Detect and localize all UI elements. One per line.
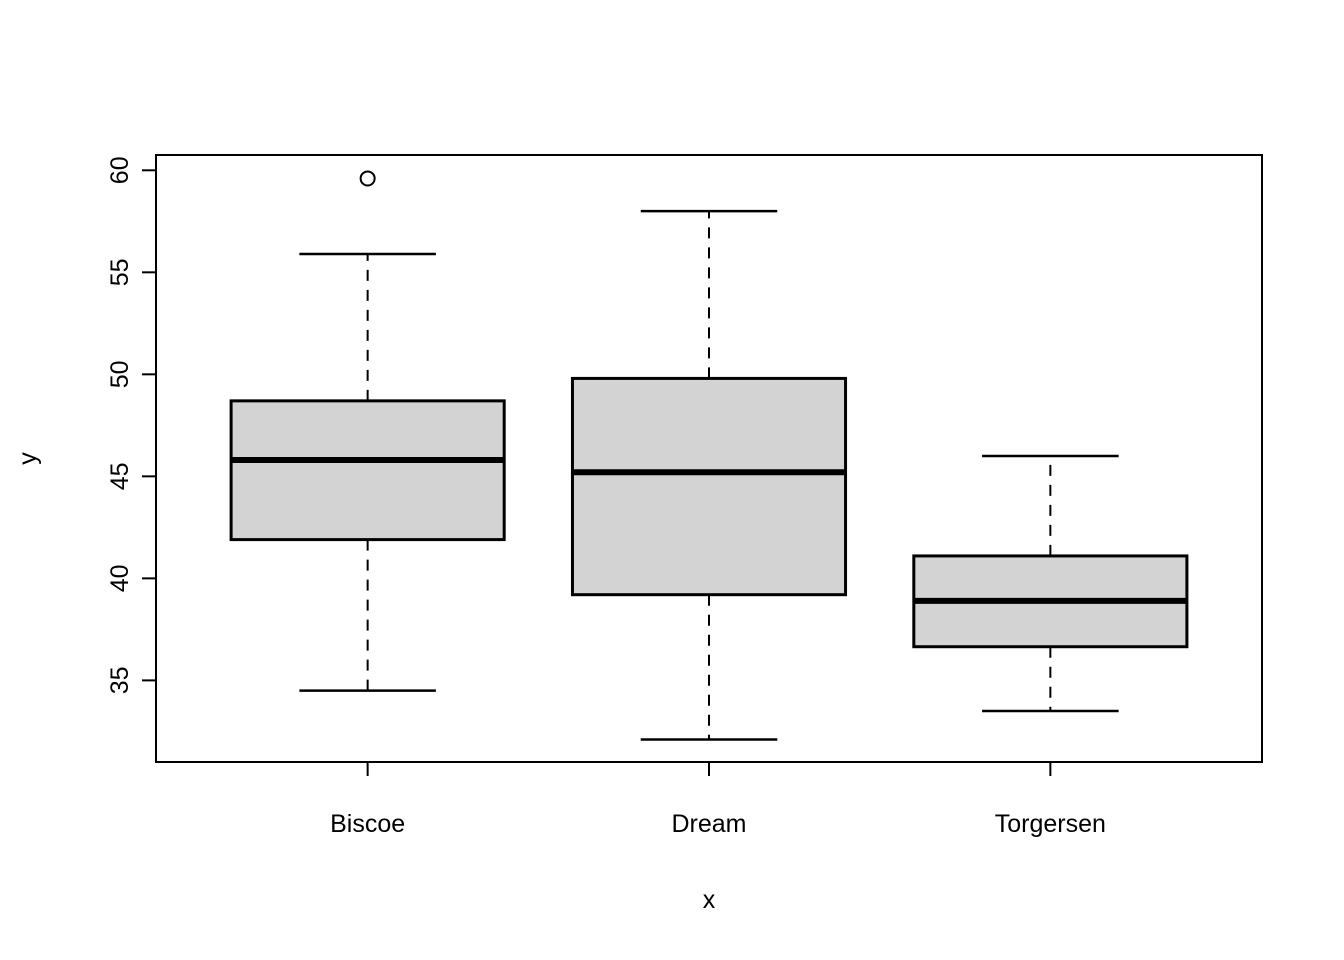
y-axis-title: y	[14, 452, 42, 465]
x-tick-label: Torgersen	[995, 810, 1106, 838]
x-axis-title: x	[703, 886, 716, 914]
y-tick-label: 45	[106, 462, 134, 490]
y-tick-label: 35	[106, 666, 134, 694]
box-rect-biscoe	[229, 399, 506, 542]
box-rect-dream	[570, 376, 848, 597]
outlier-point	[359, 170, 376, 187]
x-tick-label: Dream	[671, 810, 746, 838]
y-tick-label: 55	[106, 258, 134, 286]
y-tick-label: 40	[106, 564, 134, 592]
y-tick-label: 50	[106, 360, 134, 388]
y-tick-label: 60	[106, 156, 134, 184]
x-tick-label: Biscoe	[330, 810, 405, 838]
